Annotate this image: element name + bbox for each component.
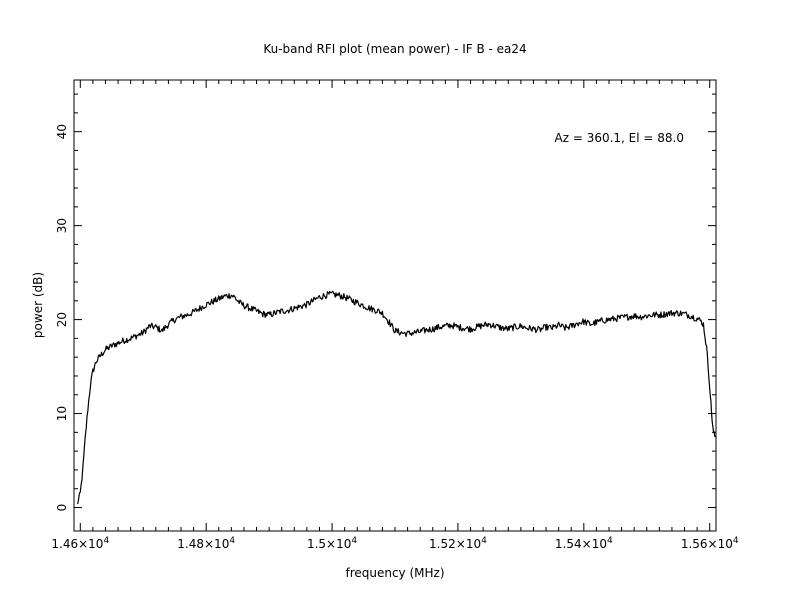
y-axis-label: power (dB)	[31, 272, 45, 338]
series-group	[76, 290, 716, 505]
y-tick-label: 40	[55, 124, 69, 139]
series-line	[76, 290, 716, 505]
y-axis: 0 10 20 30 40	[55, 93, 716, 512]
y-tick-label: 10	[55, 406, 69, 421]
x-tick-label: 1.52×104	[429, 536, 487, 551]
x-axis: 1.46×104 1.48×104 1.5×104 1.52×104 1.54×104 1…	[51, 80, 739, 551]
y-tick-label: 0	[55, 504, 69, 512]
x-axis-label: frequency (MHz)	[345, 566, 444, 580]
x-tick-label: 1.54×104	[555, 536, 613, 551]
x-tick-label: 1.56×104	[681, 536, 739, 551]
plot-area	[73, 79, 717, 532]
x-tick-label: 1.46×104	[51, 536, 109, 551]
x-tick-label: 1.48×104	[177, 536, 235, 551]
chart-title: Ku-band RFI plot (mean power) - IF B - e…	[263, 42, 526, 56]
az-el-annotation: Az = 360.1, El = 88.0	[555, 131, 685, 145]
x-tick-label: 1.5×104	[307, 536, 357, 551]
plot-frame	[73, 79, 717, 532]
y-tick-label: 20	[55, 312, 69, 327]
y-tick-label: 30	[55, 218, 69, 233]
